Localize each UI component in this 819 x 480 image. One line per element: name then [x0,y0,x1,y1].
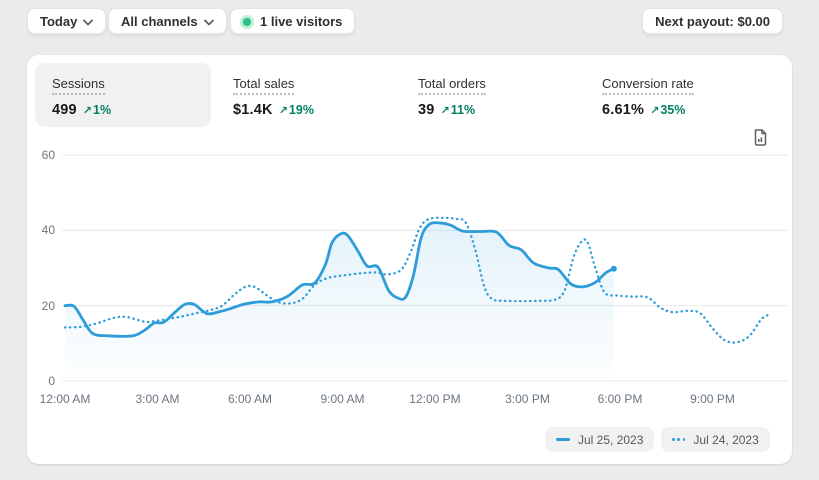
trend-up-icon: ↗ [82,105,93,117]
metric-change: ↗19% [278,103,314,117]
live-visitors-label: 1 live visitors [260,14,343,29]
metric-value: $1.4K [233,102,273,118]
metric-label: Total orders [418,76,486,95]
y-axis-tick-label: 40 [41,223,55,238]
x-axis-tick-label: 3:00 AM [135,392,180,406]
x-axis-tick-label: 9:00 PM [690,392,735,406]
chart-series-lines [63,216,773,381]
y-axis-tick-label: 60 [41,147,55,162]
metric-label: Total sales [233,76,295,95]
next-payout-button[interactable]: Next payout: $0.00 [642,8,783,35]
y-axis-tick-label: 20 [41,298,55,313]
metric-label: Sessions [52,76,105,95]
channels-filter-button[interactable]: All channels [108,8,227,35]
metric-tab-sessions[interactable]: Sessions 499 ↗1% [52,75,111,118]
legend-item-jul-25[interactable]: Jul 25, 2023 [545,427,655,452]
x-axis-tick-label: 12:00 AM [39,392,91,406]
metric-change: ↗35% [650,103,686,117]
x-axis-tick-label: 6:00 PM [597,392,643,406]
channels-filter-label: All channels [121,14,198,29]
legend-label: Jul 24, 2023 [693,432,759,447]
x-axis-tick-label: 6:00 AM [227,392,272,406]
metric-label: Conversion rate [602,76,694,95]
legend-item-jul-24[interactable]: Jul 24, 2023 [661,427,770,452]
metric-tab-conversion-rate[interactable]: Conversion rate 6.61% ↗35% [602,75,694,118]
metric-change: ↗1% [82,103,112,117]
metric-tab-selected-background [35,63,211,127]
metric-change: ↗11% [440,103,476,117]
x-axis-tick-label: 12:00 PM [409,392,461,406]
series-area-fill [65,222,614,381]
date-range-label: Today [40,14,78,29]
dotted-line-marker-icon [672,438,686,441]
solid-line-marker-icon [556,438,570,441]
metric-value: 499 [52,102,77,118]
series-line-jul-25 [63,221,616,338]
trend-up-icon: ↗ [440,105,450,117]
live-visitors-dot-icon [243,17,251,26]
chevron-down-icon [203,19,214,26]
report-document-icon [754,128,766,146]
metric-tab-total-sales[interactable]: Total sales $1.4K ↗19% [233,75,314,118]
next-payout-label: Next payout: $0.00 [655,14,770,29]
y-axis-tick-label: 0 [48,374,55,388]
metric-value: 39 [418,102,435,118]
metric-value: 6.61% [602,102,645,118]
legend-label: Jul 25, 2023 [578,432,644,447]
current-point-marker [610,265,617,272]
date-range-button[interactable]: Today [27,8,107,35]
live-visitors-button[interactable]: 1 live visitors [230,8,356,35]
x-axis-tick-label: 9:00 AM [320,392,365,406]
view-report-button[interactable] [749,126,771,148]
trend-up-icon: ↗ [278,105,288,117]
metric-tab-total-orders[interactable]: Total orders 39 ↗11% [418,75,486,118]
chevron-down-icon [83,19,94,26]
sessions-analytics-card: Sessions 499 ↗1% Total sales $1.4K ↗19% … [27,55,792,464]
trend-up-icon: ↗ [650,105,660,117]
x-axis-tick-label: 3:00 PM [505,392,550,406]
